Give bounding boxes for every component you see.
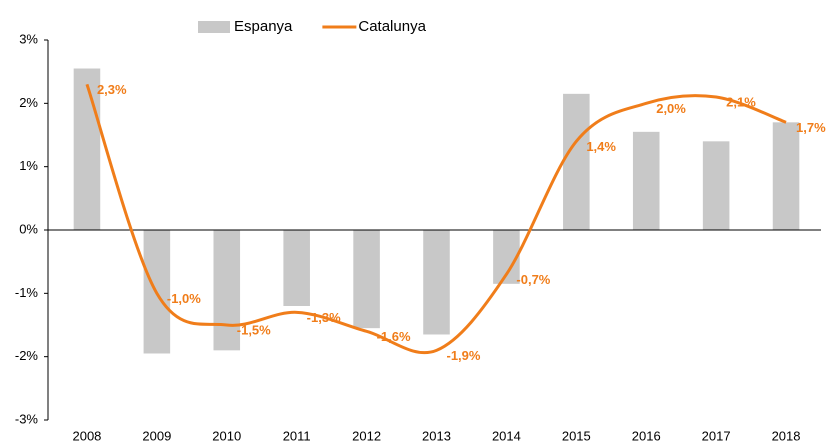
y-tick-label: -1%: [15, 285, 39, 300]
x-tick-label: 2013: [422, 428, 451, 443]
value-label: 1,7%: [796, 120, 826, 135]
y-tick-label: 1%: [19, 158, 38, 173]
x-tick-label: 2015: [562, 428, 591, 443]
bar: [73, 68, 101, 230]
value-label: 2,0%: [656, 101, 686, 116]
y-tick-label: -3%: [15, 411, 39, 426]
bar: [702, 141, 730, 230]
bar: [353, 230, 380, 329]
x-tick-label: 2016: [632, 428, 661, 443]
y-tick-label: 2%: [19, 95, 38, 110]
legend-label: Catalunya: [358, 18, 426, 35]
x-tick-label: 2017: [702, 428, 731, 443]
value-label: -1,0%: [167, 291, 201, 306]
value-label: -1,6%: [377, 329, 411, 344]
y-tick-label: 3%: [19, 31, 38, 46]
bar: [283, 230, 310, 306]
x-tick-label: 2012: [352, 428, 381, 443]
x-tick-label: 2010: [212, 428, 241, 443]
x-tick-label: 2018: [772, 428, 801, 443]
x-tick-label: 2011: [283, 428, 311, 443]
value-label: 2,1%: [726, 94, 756, 109]
legend-label: Espanya: [234, 18, 293, 35]
value-label: -1,5%: [237, 322, 271, 337]
y-tick-label: 0%: [19, 221, 38, 236]
line: [85, 83, 787, 355]
y-tick-label: -2%: [15, 348, 39, 363]
x-tick-label: 2014: [492, 428, 521, 443]
bar: [213, 230, 241, 351]
x-tick-label: 2009: [142, 428, 171, 443]
bar: [632, 131, 660, 230]
value-label: -0,7%: [516, 272, 550, 287]
x-tick-label: 2008: [72, 428, 101, 443]
legend-swatch: [198, 21, 230, 33]
bar: [423, 230, 450, 335]
value-label: 1,4%: [586, 139, 616, 154]
value-label: -1,3%: [307, 310, 341, 325]
value-label: 2,3%: [97, 82, 127, 97]
bar: [563, 93, 590, 230]
bar: [772, 122, 800, 230]
value-label: -1,9%: [447, 348, 481, 363]
